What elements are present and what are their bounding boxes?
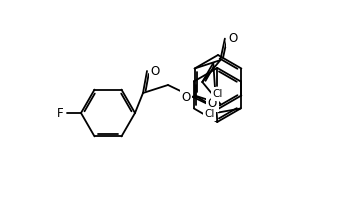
Text: O: O: [150, 64, 160, 77]
Text: O: O: [208, 97, 217, 110]
Text: O: O: [181, 90, 191, 103]
Text: F: F: [57, 107, 63, 120]
Text: Cl: Cl: [205, 110, 215, 119]
Text: O: O: [228, 32, 237, 45]
Text: Cl: Cl: [212, 89, 222, 99]
